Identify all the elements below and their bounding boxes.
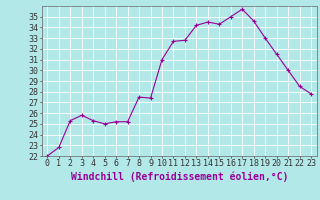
X-axis label: Windchill (Refroidissement éolien,°C): Windchill (Refroidissement éolien,°C) [70,171,288,182]
